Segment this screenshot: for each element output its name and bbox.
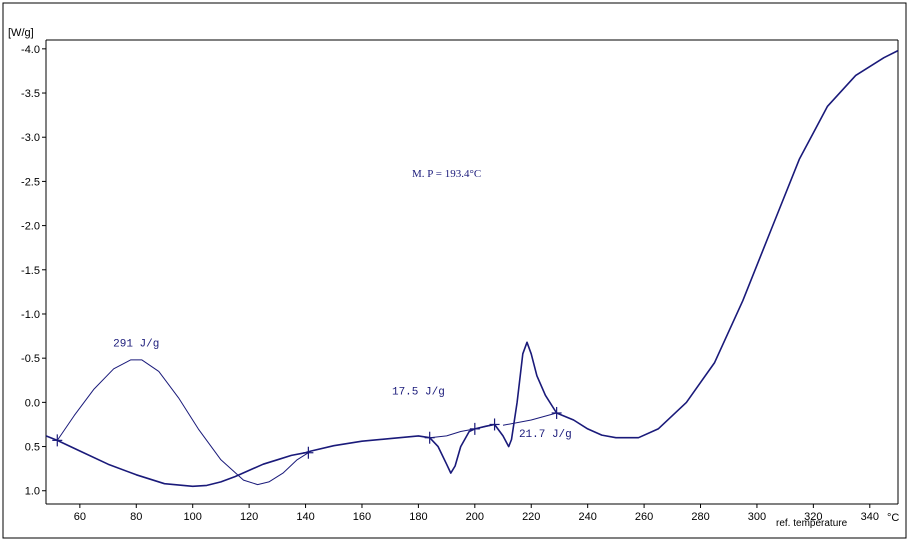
- y-tick-label: 1.0: [25, 486, 40, 498]
- integration-limit-marker: [489, 418, 500, 431]
- axis-ticks: 60 80 100 120 140 160 180 200 220 240 260 280 300 320…: [21, 44, 879, 523]
- melting-point-annotation: M. P = 193.4°C: [412, 168, 481, 180]
- marker-layer: [52, 406, 562, 459]
- x-tick-label: 320: [804, 511, 822, 523]
- integration-limit-marker: [303, 446, 314, 459]
- y-tick-label: -2.5: [21, 176, 40, 188]
- integration-limit-marker: [551, 406, 562, 419]
- x-tick-label: 260: [635, 511, 653, 523]
- x-tick-label: 160: [353, 511, 371, 523]
- integration-limit-marker: [424, 431, 435, 444]
- integration-limit-marker: [469, 422, 480, 435]
- enthalpy-annotation: 17.5 J/g: [392, 386, 445, 398]
- x-tick-label: 280: [691, 511, 709, 523]
- integration-baseline: [56, 359, 309, 486]
- y-tick-label: -3.5: [21, 88, 40, 100]
- x-tick-label: 60: [74, 511, 86, 523]
- x-tick-label: 120: [240, 511, 258, 523]
- enthalpy-annotation: 291 J/g: [113, 339, 159, 351]
- y-tick-label: -1.5: [21, 265, 40, 277]
- chart-frame: [2, 2, 907, 539]
- y-tick-label: -1.0: [21, 309, 40, 321]
- x-tick-label: 240: [578, 511, 596, 523]
- y-tick-label: -3.0: [21, 132, 40, 144]
- annotation-layer: 291 J/g 17.5 J/g 21.7 J/g M. P = 193.4°C: [113, 168, 572, 441]
- x-axis-label: ref. temperature: [776, 518, 848, 529]
- integration-limit-marker: [52, 434, 63, 447]
- y-tick-label: -0.5: [21, 353, 40, 365]
- x-tick-label: 180: [409, 511, 427, 523]
- integration-baseline: [429, 424, 495, 439]
- x-tick-label: 300: [748, 511, 766, 523]
- integration-baseline: [502, 412, 557, 426]
- x-tick-label: 220: [522, 511, 540, 523]
- x-tick-label: 80: [130, 511, 142, 523]
- y-tick-label: -2.0: [21, 221, 40, 233]
- x-tick-label: 340: [861, 511, 879, 523]
- x-tick-label: 140: [296, 511, 314, 523]
- enthalpy-annotation: 21.7 J/g: [519, 429, 572, 441]
- x-axis-unit: °C: [887, 512, 899, 524]
- y-axis-label: [W/g]: [8, 27, 34, 39]
- x-tick-label: 200: [466, 511, 484, 523]
- x-tick-label: 100: [184, 511, 202, 523]
- y-tick-label: 0.0: [25, 397, 40, 409]
- y-tick-label: 0.5: [25, 442, 40, 454]
- y-tick-label: -4.0: [21, 44, 40, 56]
